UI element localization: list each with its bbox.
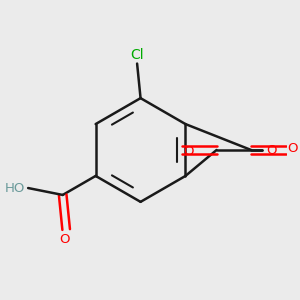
- Text: Cl: Cl: [130, 48, 144, 62]
- Text: HO: HO: [4, 182, 25, 194]
- Text: O: O: [287, 142, 298, 155]
- Text: O: O: [59, 233, 70, 246]
- Text: O: O: [267, 143, 277, 157]
- Text: O: O: [184, 145, 194, 158]
